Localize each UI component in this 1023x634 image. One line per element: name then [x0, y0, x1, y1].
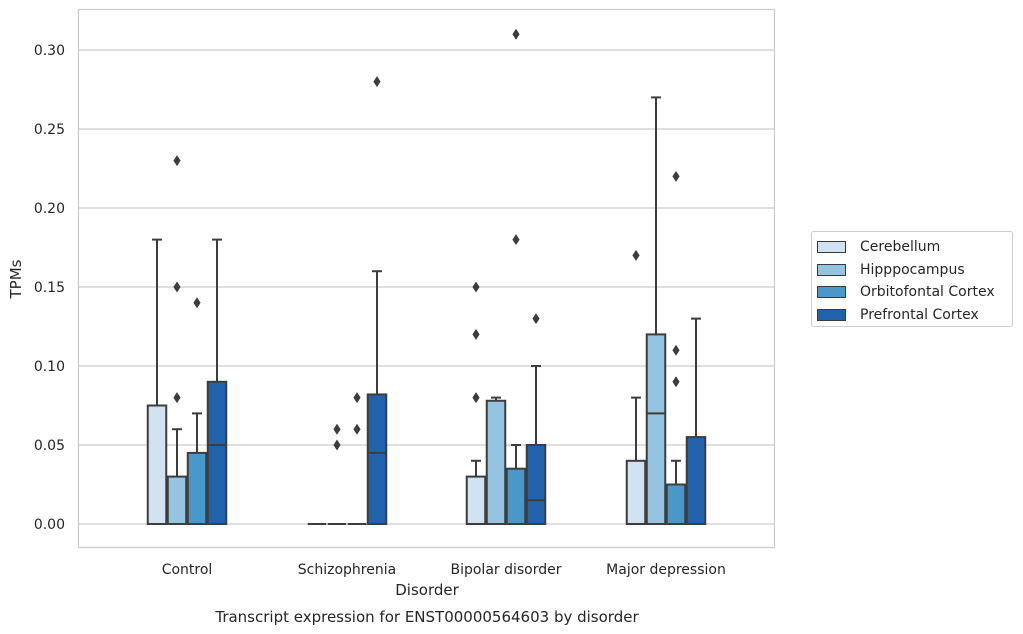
legend-swatch-cerebellum	[817, 241, 846, 254]
legend: Cerebellum Hipppocampus Orbitofontal Cor…	[811, 231, 1013, 327]
box-hipppocampus-1	[327, 423, 347, 525]
outlier-point	[333, 423, 341, 435]
box-hipppocampus-0	[166, 155, 188, 526]
chart-caption: Transcript expression for ENST0000056460…	[214, 608, 639, 626]
legend-swatch-orbitofrontal	[817, 286, 846, 299]
outlier-point	[173, 281, 181, 293]
box-orbitofontal-cortex-0	[186, 297, 208, 525]
outlier-point	[373, 76, 381, 88]
outlier-point	[173, 155, 181, 167]
x-tick-label: Bipolar disorder	[450, 562, 561, 578]
outlier-point	[333, 439, 341, 451]
box-hipppocampus-2	[485, 396, 507, 526]
box-orbitofontal-cortex-2	[505, 28, 527, 526]
box-body	[645, 333, 667, 525]
box-hipppocampus-3	[645, 96, 667, 525]
outlier-point	[353, 392, 361, 404]
plot-frame	[77, 8, 776, 549]
legend-label: Prefrontal Cortex	[860, 307, 979, 324]
outlier-point	[472, 392, 480, 404]
legend-item-orbitofrontal: Orbitofontal Cortex	[817, 281, 1012, 304]
x-tick-label: Schizophrenia	[298, 562, 396, 578]
outlier-point	[173, 392, 181, 404]
box-body	[146, 404, 168, 525]
legend-label: Cerebellum	[860, 239, 941, 256]
box-cerebellum-2	[465, 281, 487, 526]
outlier-point	[512, 234, 520, 246]
y-tick-labels: 0.00 0.05 0.10 0.15 0.20 0.25 0.30	[34, 43, 65, 533]
legend-label: Hipppocampus	[860, 261, 965, 278]
box-orbitofontal-cortex-1	[347, 392, 367, 525]
outlier-point	[672, 170, 680, 182]
outlier-point	[193, 297, 201, 309]
box-body	[625, 459, 647, 525]
box-prefrontal-cortex-3	[685, 317, 707, 526]
y-tick-label: 0.00	[34, 517, 65, 533]
box-body	[665, 483, 687, 525]
legend-label: Orbitofontal Cortex	[860, 284, 995, 301]
outlier-point	[672, 344, 680, 356]
box-prefrontal-cortex-2	[525, 313, 547, 525]
outlier-point	[353, 423, 361, 435]
box-body	[505, 467, 527, 526]
box-body	[525, 444, 547, 525]
box-cerebellum-0	[146, 238, 168, 525]
y-tick-label: 0.15	[34, 280, 65, 296]
legend-item-hippocampus: Hipppocampus	[817, 259, 1012, 282]
box-body	[166, 475, 188, 526]
legend-swatch-prefrontal	[817, 309, 846, 322]
outlier-point	[472, 328, 480, 340]
box-prefrontal-cortex-0	[206, 238, 228, 525]
box-body	[186, 451, 208, 525]
outlier-point	[512, 28, 520, 40]
box-body	[366, 393, 388, 525]
box-body	[685, 436, 707, 526]
legend-swatch-hippocampus	[817, 263, 846, 276]
outlier-point	[672, 376, 680, 388]
y-tick-label: 0.30	[34, 43, 65, 59]
box-body	[485, 399, 507, 526]
boxes-layer	[146, 28, 707, 526]
box-cerebellum-3	[625, 249, 647, 525]
y-tick-label: 0.10	[34, 359, 65, 375]
y-tick-label: 0.20	[34, 201, 65, 217]
y-tick-label: 0.25	[34, 122, 65, 138]
box-body	[465, 475, 487, 526]
x-tick-labels: Control Schizophrenia Bipolar disorder Majo…	[162, 562, 726, 578]
outlier-point	[532, 313, 540, 325]
y-tick-label: 0.05	[34, 438, 65, 454]
x-axis-label: Disorder	[395, 581, 459, 599]
legend-item-prefrontal: Prefrontal Cortex	[817, 304, 1012, 327]
box-prefrontal-cortex-1	[366, 76, 388, 525]
box-body	[206, 380, 228, 525]
outlier-point	[632, 249, 640, 261]
box-orbitofontal-cortex-3	[665, 170, 687, 525]
legend-item-cerebellum: Cerebellum	[817, 236, 1012, 259]
outlier-point	[472, 281, 480, 293]
x-tick-label: Control	[162, 562, 213, 578]
y-axis-label: TPMs	[7, 259, 25, 299]
gridlines	[78, 49, 775, 525]
x-tick-label: Major depression	[606, 562, 726, 578]
